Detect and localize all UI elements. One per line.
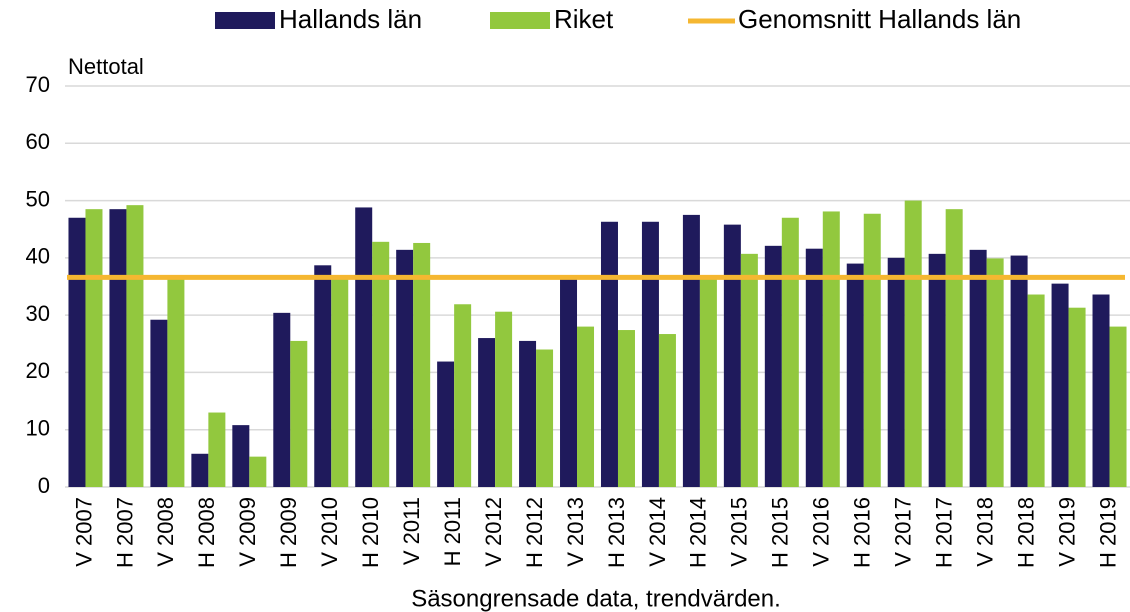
x-tick-label: H 2017 xyxy=(931,497,956,568)
bar xyxy=(1068,307,1086,487)
bar xyxy=(764,245,782,487)
bar xyxy=(781,217,799,487)
x-tick-label: V 2019 xyxy=(1054,497,1079,567)
y-tick-label: 50 xyxy=(26,186,50,211)
x-tick-label: H 2018 xyxy=(1013,497,1038,568)
bar xyxy=(126,205,144,487)
x-tick-label: V 2018 xyxy=(972,497,997,567)
legend-label: Hallands län xyxy=(279,4,422,34)
x-tick-label: H 2016 xyxy=(850,497,875,568)
x-tick-label: V 2014 xyxy=(645,497,670,567)
bar xyxy=(1092,294,1110,487)
x-tick-label: V 2016 xyxy=(809,497,834,567)
bar xyxy=(355,207,373,487)
bar xyxy=(805,248,823,487)
bar xyxy=(68,217,86,487)
x-tick-label: V 2012 xyxy=(481,497,506,567)
bar xyxy=(437,361,455,487)
x-tick-label: V 2017 xyxy=(891,497,916,567)
bar xyxy=(167,277,185,487)
y-tick-label: 20 xyxy=(26,358,50,383)
bar xyxy=(273,312,291,487)
x-tick-label: V 2015 xyxy=(727,497,752,567)
bar xyxy=(740,253,758,487)
bar xyxy=(536,349,554,487)
bar xyxy=(150,319,168,487)
bar xyxy=(658,334,676,487)
y-tick-label: 10 xyxy=(26,416,50,441)
bar xyxy=(945,209,963,487)
y-tick-label: 40 xyxy=(26,244,50,269)
bar xyxy=(560,279,578,487)
x-tick-label: H 2007 xyxy=(112,497,137,568)
subtitle: Säsongrensade data, trendvärden. xyxy=(411,585,781,612)
bar xyxy=(1109,326,1127,487)
x-tick-label: H 2010 xyxy=(358,497,383,568)
bar xyxy=(331,275,349,487)
bar xyxy=(928,253,946,487)
bar xyxy=(85,209,103,487)
y-tick-label: 70 xyxy=(26,72,50,97)
bar xyxy=(208,412,226,487)
bar xyxy=(290,340,308,487)
y-axis-label: Nettotal xyxy=(68,54,144,79)
x-tick-label: V 2007 xyxy=(71,497,96,567)
bar xyxy=(314,265,332,487)
y-tick-label: 0 xyxy=(38,473,50,498)
x-tick-label: H 2011 xyxy=(440,497,465,566)
bar xyxy=(822,211,840,487)
bar xyxy=(413,242,431,487)
bar xyxy=(191,453,209,487)
x-tick-label: H 2019 xyxy=(1095,497,1120,568)
bar xyxy=(600,221,618,487)
x-tick-label: H 2009 xyxy=(276,497,301,568)
x-tick-label: V 2008 xyxy=(153,497,178,567)
bar xyxy=(1051,283,1069,487)
bar xyxy=(969,249,987,487)
bar xyxy=(986,258,1004,487)
x-tick-label: H 2013 xyxy=(604,497,629,568)
x-tick-label: H 2014 xyxy=(686,497,711,568)
bar xyxy=(454,304,472,487)
x-tick-label: H 2012 xyxy=(522,497,547,568)
bar xyxy=(478,338,496,487)
bar xyxy=(641,221,659,487)
bar xyxy=(249,456,267,487)
bar xyxy=(863,213,881,488)
bar xyxy=(577,326,595,487)
bar xyxy=(682,214,700,487)
x-tick-label: V 2009 xyxy=(235,497,260,567)
bar xyxy=(846,263,864,487)
bar xyxy=(372,241,390,487)
y-tick-label: 60 xyxy=(26,129,50,154)
legend-label: Riket xyxy=(554,4,614,34)
bar xyxy=(1010,255,1028,487)
bar xyxy=(495,311,513,487)
legend-swatch xyxy=(490,12,550,29)
bar xyxy=(904,200,922,488)
x-tick-label: V 2013 xyxy=(563,497,588,567)
x-tick-label: V 2011 xyxy=(399,497,424,565)
bar xyxy=(617,330,635,487)
bar xyxy=(519,340,537,487)
x-tick-label: H 2015 xyxy=(768,497,793,568)
bar xyxy=(723,224,741,488)
y-tick-label: 30 xyxy=(26,301,50,326)
bar xyxy=(232,425,250,487)
bar xyxy=(109,209,127,487)
x-tick-label: H 2008 xyxy=(194,497,219,568)
x-tick-label: V 2010 xyxy=(317,497,342,567)
bar xyxy=(396,249,414,487)
bar xyxy=(1027,294,1045,487)
legend-swatch xyxy=(215,12,275,29)
bar xyxy=(699,277,717,487)
legend-label: Genomsnitt Hallands län xyxy=(738,4,1021,34)
bar xyxy=(887,257,905,487)
